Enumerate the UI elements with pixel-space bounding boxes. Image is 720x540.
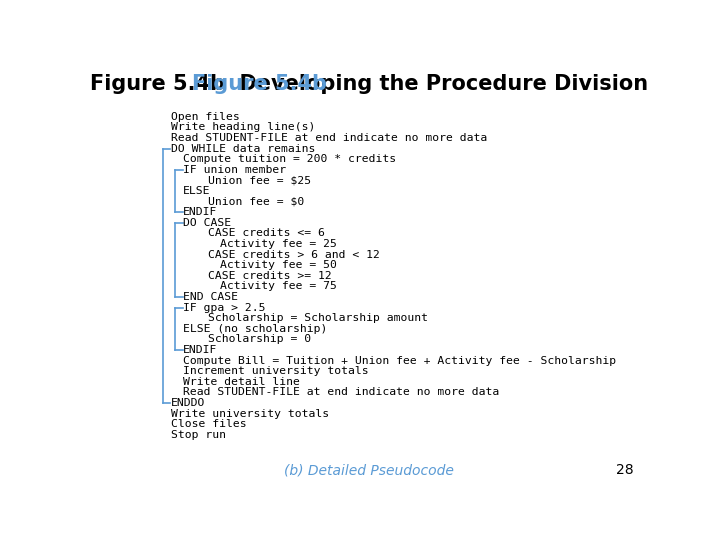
Text: Compute tuition = 200 * credits: Compute tuition = 200 * credits [183, 154, 396, 164]
Text: Write university totals: Write university totals [171, 409, 329, 419]
Text: Stop run: Stop run [171, 430, 226, 440]
Text: CASE credits <= 6: CASE credits <= 6 [208, 228, 325, 238]
Text: Activity fee = 25: Activity fee = 25 [220, 239, 337, 249]
Text: Increment university totals: Increment university totals [183, 366, 369, 376]
Text: (b) Detailed Pseudocode: (b) Detailed Pseudocode [284, 463, 454, 477]
Text: ELSE: ELSE [183, 186, 211, 196]
Text: Figure 5.4b: Figure 5.4b [192, 73, 327, 93]
Text: END CASE: END CASE [183, 292, 238, 302]
Text: CASE credits > 6 and < 12: CASE credits > 6 and < 12 [208, 249, 379, 260]
Text: Activity fee = 50: Activity fee = 50 [220, 260, 337, 270]
Text: IF gpa > 2.5: IF gpa > 2.5 [183, 302, 266, 313]
Text: Union fee = $0: Union fee = $0 [208, 197, 304, 207]
Text: Scholarship = Scholarship amount: Scholarship = Scholarship amount [208, 313, 428, 323]
Text: ELSE (no scholarship): ELSE (no scholarship) [183, 324, 328, 334]
Text: Scholarship = 0: Scholarship = 0 [208, 334, 311, 345]
Text: ENDIF: ENDIF [183, 345, 217, 355]
Text: Read STUDENT-FILE at end indicate no more data: Read STUDENT-FILE at end indicate no mor… [183, 388, 500, 397]
Text: DO CASE: DO CASE [183, 218, 231, 228]
Text: Read STUDENT-FILE at end indicate no more data: Read STUDENT-FILE at end indicate no mor… [171, 133, 487, 143]
Text: DO WHILE data remains: DO WHILE data remains [171, 144, 315, 153]
Text: Write heading line(s): Write heading line(s) [171, 123, 315, 132]
Text: Write detail line: Write detail line [183, 377, 300, 387]
Text: ENDDO: ENDDO [171, 398, 205, 408]
Text: Open files: Open files [171, 112, 240, 122]
Text: 28: 28 [616, 463, 634, 477]
Text: ENDIF: ENDIF [183, 207, 217, 217]
Text: Activity fee = 75: Activity fee = 75 [220, 281, 337, 292]
Text: Union fee = $25: Union fee = $25 [208, 176, 311, 185]
Text: Compute Bill = Tuition + Union fee + Activity fee - Scholarship: Compute Bill = Tuition + Union fee + Act… [183, 356, 616, 366]
Text: IF union member: IF union member [183, 165, 287, 175]
Text: Close files: Close files [171, 419, 246, 429]
Text: CASE credits >= 12: CASE credits >= 12 [208, 271, 331, 281]
Text: Figure 5.4b  Developing the Procedure Division: Figure 5.4b Developing the Procedure Div… [90, 73, 648, 93]
